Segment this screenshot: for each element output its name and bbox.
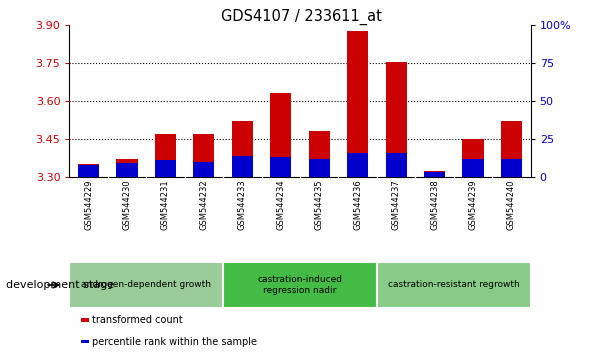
Bar <box>424 171 445 177</box>
Bar <box>232 156 253 177</box>
Bar <box>81 339 89 343</box>
Text: GSM544235: GSM544235 <box>315 179 324 230</box>
Text: GSM544230: GSM544230 <box>122 179 131 230</box>
Bar <box>81 318 89 322</box>
Text: percentile rank within the sample: percentile rank within the sample <box>92 337 257 347</box>
Bar <box>116 163 137 177</box>
Text: development stage: development stage <box>6 280 114 290</box>
Bar <box>116 159 137 177</box>
Bar <box>501 159 522 177</box>
Text: castration-induced
regression nadir: castration-induced regression nadir <box>257 275 343 295</box>
Bar <box>385 62 406 177</box>
Bar <box>232 121 253 177</box>
Text: GSM544233: GSM544233 <box>238 179 247 230</box>
Bar <box>347 31 368 177</box>
Bar <box>385 153 406 177</box>
Bar <box>463 139 484 177</box>
Text: GSM544229: GSM544229 <box>84 179 93 230</box>
Bar <box>78 165 99 177</box>
Text: GDS4107 / 233611_at: GDS4107 / 233611_at <box>221 9 382 25</box>
Bar <box>463 159 484 177</box>
Bar <box>309 159 330 177</box>
FancyBboxPatch shape <box>69 262 223 308</box>
FancyBboxPatch shape <box>223 262 377 308</box>
Text: GSM544240: GSM544240 <box>507 179 516 230</box>
Bar <box>347 153 368 177</box>
Bar <box>155 134 176 177</box>
Bar <box>309 131 330 177</box>
Bar <box>270 157 291 177</box>
Text: GSM544234: GSM544234 <box>276 179 285 230</box>
Text: androgen-dependent growth: androgen-dependent growth <box>81 280 211 290</box>
Bar <box>194 134 215 177</box>
Bar <box>78 164 99 177</box>
Text: GSM544239: GSM544239 <box>469 179 478 230</box>
Bar <box>270 93 291 177</box>
Text: GSM544238: GSM544238 <box>430 179 439 230</box>
Bar <box>155 160 176 177</box>
FancyBboxPatch shape <box>377 262 531 308</box>
Bar <box>501 121 522 177</box>
Text: castration-resistant regrowth: castration-resistant regrowth <box>388 280 520 290</box>
Text: GSM544231: GSM544231 <box>161 179 170 230</box>
Bar <box>424 172 445 177</box>
Bar <box>194 162 215 177</box>
Text: GSM544236: GSM544236 <box>353 179 362 230</box>
Text: GSM544237: GSM544237 <box>391 179 400 230</box>
Text: GSM544232: GSM544232 <box>200 179 209 230</box>
Text: transformed count: transformed count <box>92 315 183 325</box>
